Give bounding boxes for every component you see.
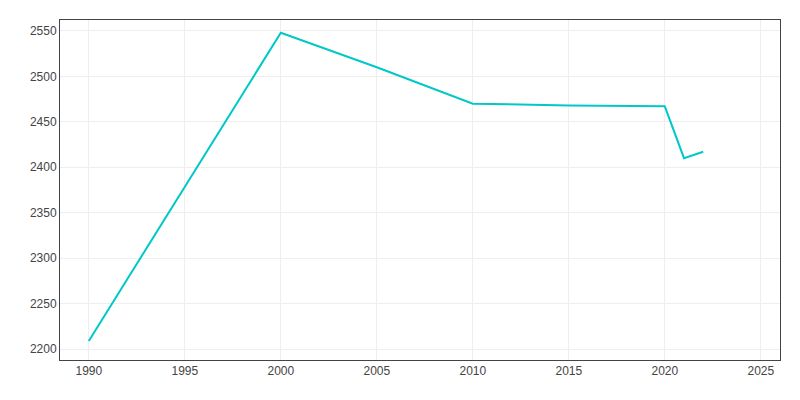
svg-text:2200: 2200 [30, 342, 57, 356]
svg-text:2025: 2025 [747, 364, 774, 378]
svg-text:2015: 2015 [555, 364, 582, 378]
svg-text:1995: 1995 [171, 364, 198, 378]
svg-text:2450: 2450 [30, 115, 57, 129]
svg-text:2010: 2010 [459, 364, 486, 378]
svg-text:2550: 2550 [30, 24, 57, 38]
svg-text:2400: 2400 [30, 160, 57, 174]
svg-text:2005: 2005 [363, 364, 390, 378]
svg-text:2500: 2500 [30, 70, 57, 84]
svg-text:2000: 2000 [267, 364, 294, 378]
svg-text:1990: 1990 [75, 364, 102, 378]
svg-text:2300: 2300 [30, 251, 57, 265]
svg-text:2350: 2350 [30, 206, 57, 220]
svg-text:2250: 2250 [30, 297, 57, 311]
svg-text:2020: 2020 [651, 364, 678, 378]
